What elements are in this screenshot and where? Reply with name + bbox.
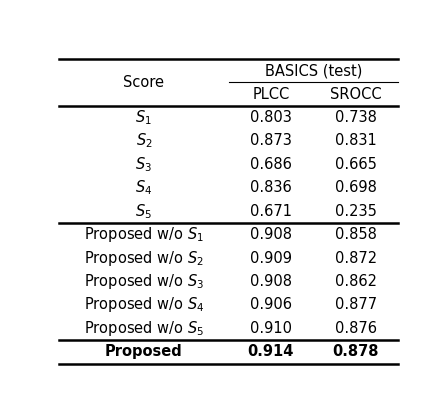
Text: Proposed w/o $S_4$: Proposed w/o $S_4$ [84, 295, 204, 314]
Text: Proposed w/o $S_2$: Proposed w/o $S_2$ [84, 248, 204, 267]
Text: $S_5$: $S_5$ [136, 202, 153, 220]
Text: Proposed w/o $S_1$: Proposed w/o $S_1$ [84, 225, 204, 244]
Text: 0.671: 0.671 [250, 204, 292, 219]
Text: 0.235: 0.235 [334, 204, 376, 219]
Text: 0.698: 0.698 [334, 180, 376, 195]
Text: 0.831: 0.831 [335, 133, 376, 148]
Text: 0.910: 0.910 [250, 321, 292, 336]
Text: 0.738: 0.738 [334, 110, 376, 125]
Text: Proposed w/o $S_5$: Proposed w/o $S_5$ [84, 319, 204, 338]
Text: $S_1$: $S_1$ [136, 108, 152, 127]
Text: $S_4$: $S_4$ [135, 178, 153, 197]
Text: 0.862: 0.862 [334, 274, 376, 289]
Text: 0.906: 0.906 [250, 297, 292, 312]
Text: PLCC: PLCC [252, 87, 289, 102]
Text: SROCC: SROCC [330, 87, 381, 102]
Text: 0.909: 0.909 [250, 250, 292, 266]
Text: 0.665: 0.665 [334, 157, 376, 172]
Text: 0.803: 0.803 [250, 110, 292, 125]
Text: BASICS (test): BASICS (test) [264, 63, 362, 78]
Text: 0.908: 0.908 [250, 274, 292, 289]
Text: 0.878: 0.878 [332, 344, 379, 359]
Text: 0.908: 0.908 [250, 227, 292, 242]
Text: 0.873: 0.873 [250, 133, 292, 148]
Text: 0.872: 0.872 [334, 250, 377, 266]
Text: 0.914: 0.914 [248, 344, 294, 359]
Text: 0.836: 0.836 [250, 180, 292, 195]
Text: 0.876: 0.876 [334, 321, 376, 336]
Text: Score: Score [124, 75, 165, 90]
Text: $S_3$: $S_3$ [136, 155, 153, 174]
Text: Proposed: Proposed [105, 344, 183, 359]
Text: 0.858: 0.858 [334, 227, 376, 242]
Text: 0.686: 0.686 [250, 157, 292, 172]
Text: Proposed w/o $S_3$: Proposed w/o $S_3$ [84, 272, 204, 291]
Text: 0.877: 0.877 [334, 297, 377, 312]
Text: $S_2$: $S_2$ [136, 131, 152, 150]
